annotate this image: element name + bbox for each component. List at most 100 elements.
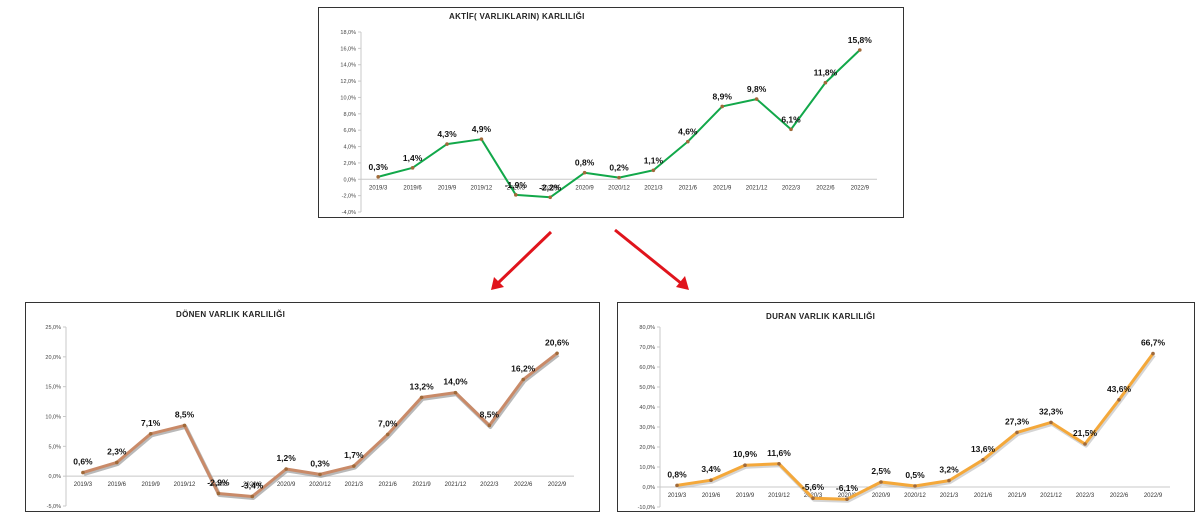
x-tick-label: 2021/9 (1008, 493, 1027, 499)
x-tick-label: 2022/3 (782, 185, 801, 191)
data-label: 32,3% (1039, 406, 1064, 416)
data-point (858, 48, 862, 52)
data-label: 2,5% (871, 466, 891, 476)
y-tick-label: 0,0% (642, 485, 655, 491)
data-point (651, 168, 656, 173)
y-tick-label: 20,0% (45, 355, 61, 361)
x-tick-label: 2019/9 (736, 493, 755, 499)
y-tick-label: 80,0% (639, 325, 655, 331)
y-tick-label: 4,0% (343, 145, 356, 151)
data-point (376, 175, 380, 179)
x-tick-label: 2021/3 (345, 482, 364, 488)
x-tick-label: 2022/6 (1110, 493, 1129, 499)
y-tick-label: 25,0% (45, 325, 61, 331)
x-tick-label: 2020/6 (838, 493, 857, 499)
x-tick-label: 2021/12 (445, 482, 467, 488)
data-label: 4,6% (678, 127, 698, 137)
y-tick-label: 50,0% (639, 385, 655, 391)
data-label: 1,2% (276, 453, 296, 463)
data-point (555, 351, 559, 356)
data-label: 6,1% (781, 114, 801, 124)
chart-title: DÖNEN VARLIK KARLILIĞI (176, 310, 286, 319)
data-point (419, 395, 424, 400)
data-label: 0,8% (667, 469, 687, 479)
x-tick-label: 2019/3 (668, 493, 687, 499)
x-tick-label: 2020/9 (277, 482, 296, 488)
data-label: 4,3% (437, 129, 457, 139)
data-label: 0,6% (73, 457, 93, 467)
y-tick-label: 15,0% (45, 385, 61, 391)
data-label: 8,9% (713, 91, 733, 101)
x-tick-label: 2020/12 (309, 482, 331, 488)
data-point (410, 166, 415, 170)
y-tick-label: -4,0% (342, 210, 356, 216)
data-label: 8,5% (175, 409, 195, 419)
data-label: -5,6% (802, 482, 825, 492)
duran-varlik-chart: DURAN VARLIK KARLILIĞI -10,0% 0,0% 10,0% 20… (617, 302, 1195, 512)
data-label: 66,7% (1141, 338, 1166, 348)
y-tick-label: 2,0% (343, 161, 356, 167)
data-label: 13,6% (971, 444, 996, 454)
data-point (823, 80, 828, 85)
x-tick-label: 2019/6 (108, 482, 127, 488)
donen-varlik-chart: DÖNEN VARLIK KARLILIĞI -5,0% 0,0% 5,0% 10,0… (25, 302, 600, 512)
data-label: 11,8% (814, 68, 838, 78)
data-label: 7,1% (141, 418, 161, 428)
y-tick-label: 60,0% (639, 365, 655, 371)
data-label: -6,1% (836, 483, 859, 493)
arrow-to-donen (495, 230, 553, 286)
data-label: 7,0% (378, 418, 398, 428)
data-label: 1,7% (344, 450, 364, 460)
x-tick-label: 2022/3 (480, 482, 499, 488)
x-tick-label: 2022/9 (1144, 493, 1163, 499)
x-tick-label: 2019/3 (369, 185, 388, 191)
data-point (845, 497, 849, 501)
data-point (947, 478, 951, 483)
data-point (811, 496, 815, 500)
data-point (453, 390, 458, 395)
data-label: 27,3% (1005, 416, 1030, 426)
x-tick-label: 2020/3 (507, 185, 526, 191)
data-label: 0,8% (575, 158, 595, 168)
data-point (445, 142, 449, 146)
data-point (1151, 351, 1155, 356)
x-tick-label: 2020/6 (541, 185, 560, 191)
data-label: 13,2% (410, 381, 435, 391)
x-tick-label: 2019/3 (74, 482, 93, 488)
data-point (548, 195, 552, 200)
data-point (686, 139, 690, 144)
x-tick-label: 2020/6 (243, 482, 262, 488)
y-tick-label: -5,0% (47, 504, 61, 510)
x-tick-label: 2019/6 (403, 185, 422, 191)
x-tick-label: 2019/9 (141, 482, 160, 488)
data-label: 3,4% (701, 464, 721, 474)
y-tick-label: 12,0% (340, 79, 356, 85)
x-tick-label: 2022/6 (816, 185, 835, 191)
data-label: 1,1% (644, 155, 664, 165)
y-tick-label: -2,0% (342, 194, 356, 200)
y-tick-label: 0,0% (343, 177, 356, 183)
data-point (743, 463, 747, 467)
chart-title: DURAN VARLIK KARLILIĞI (766, 312, 876, 321)
data-point (514, 193, 518, 197)
data-point (1083, 442, 1087, 446)
data-label: -1,9% (505, 180, 528, 190)
data-point (284, 467, 288, 471)
x-tick-label: 2020/9 (575, 185, 594, 191)
data-label: 0,2% (609, 163, 629, 173)
arrow-to-duran (614, 228, 683, 286)
data-point (720, 104, 724, 109)
data-point (675, 483, 679, 488)
arrow-head-duran-icon (676, 276, 689, 290)
data-point (250, 494, 255, 499)
data-point (879, 480, 883, 484)
donen-plot: -5,0% 0,0% 5,0% 10,0% 15,0% 20,0% 25,0% 2019/3 2… (45, 325, 574, 510)
y-tick-label: 16,0% (340, 46, 356, 52)
y-tick-label: 40,0% (639, 405, 655, 411)
x-tick-label: 2021/9 (713, 185, 732, 191)
data-point (81, 470, 85, 475)
x-tick-label: 2021/12 (1040, 493, 1062, 499)
data-label: 0,3% (369, 162, 389, 172)
data-point (1117, 398, 1121, 402)
